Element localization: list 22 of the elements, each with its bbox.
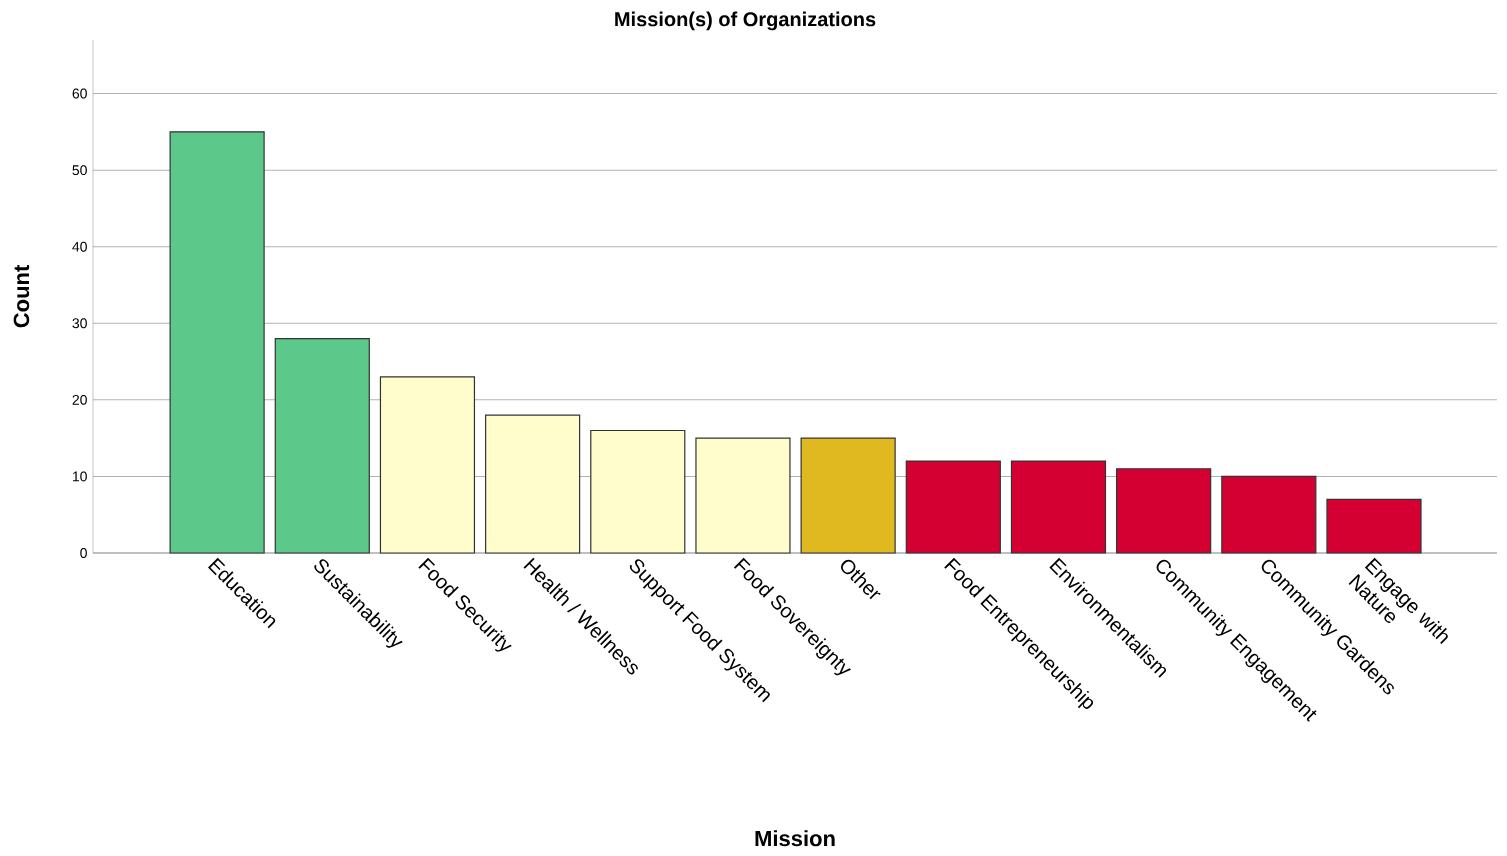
y-tick-label: 60	[72, 88, 87, 99]
y-tick-label: 30	[72, 318, 87, 329]
bar	[1116, 468, 1212, 554]
bar	[379, 376, 476, 554]
bar	[274, 338, 370, 554]
bar	[1326, 498, 1422, 554]
bar	[800, 437, 896, 554]
y-tick-label: 10	[72, 471, 87, 482]
x-axis-title: Mission	[755, 830, 835, 847]
bar	[695, 437, 791, 554]
bar	[485, 414, 581, 554]
y-tick-label: 40	[72, 241, 87, 252]
y-tick-label: 0	[80, 548, 87, 558]
y-axis-title: Count	[13, 264, 30, 328]
bar	[1221, 475, 1317, 554]
bar	[905, 460, 1001, 554]
chart-title: Mission(s) of Organizations	[615, 11, 876, 31]
bar	[169, 131, 265, 554]
y-tick-label: 20	[72, 394, 87, 405]
bar	[590, 429, 686, 554]
y-tick-label: 50	[72, 165, 87, 176]
bar	[1010, 460, 1107, 554]
